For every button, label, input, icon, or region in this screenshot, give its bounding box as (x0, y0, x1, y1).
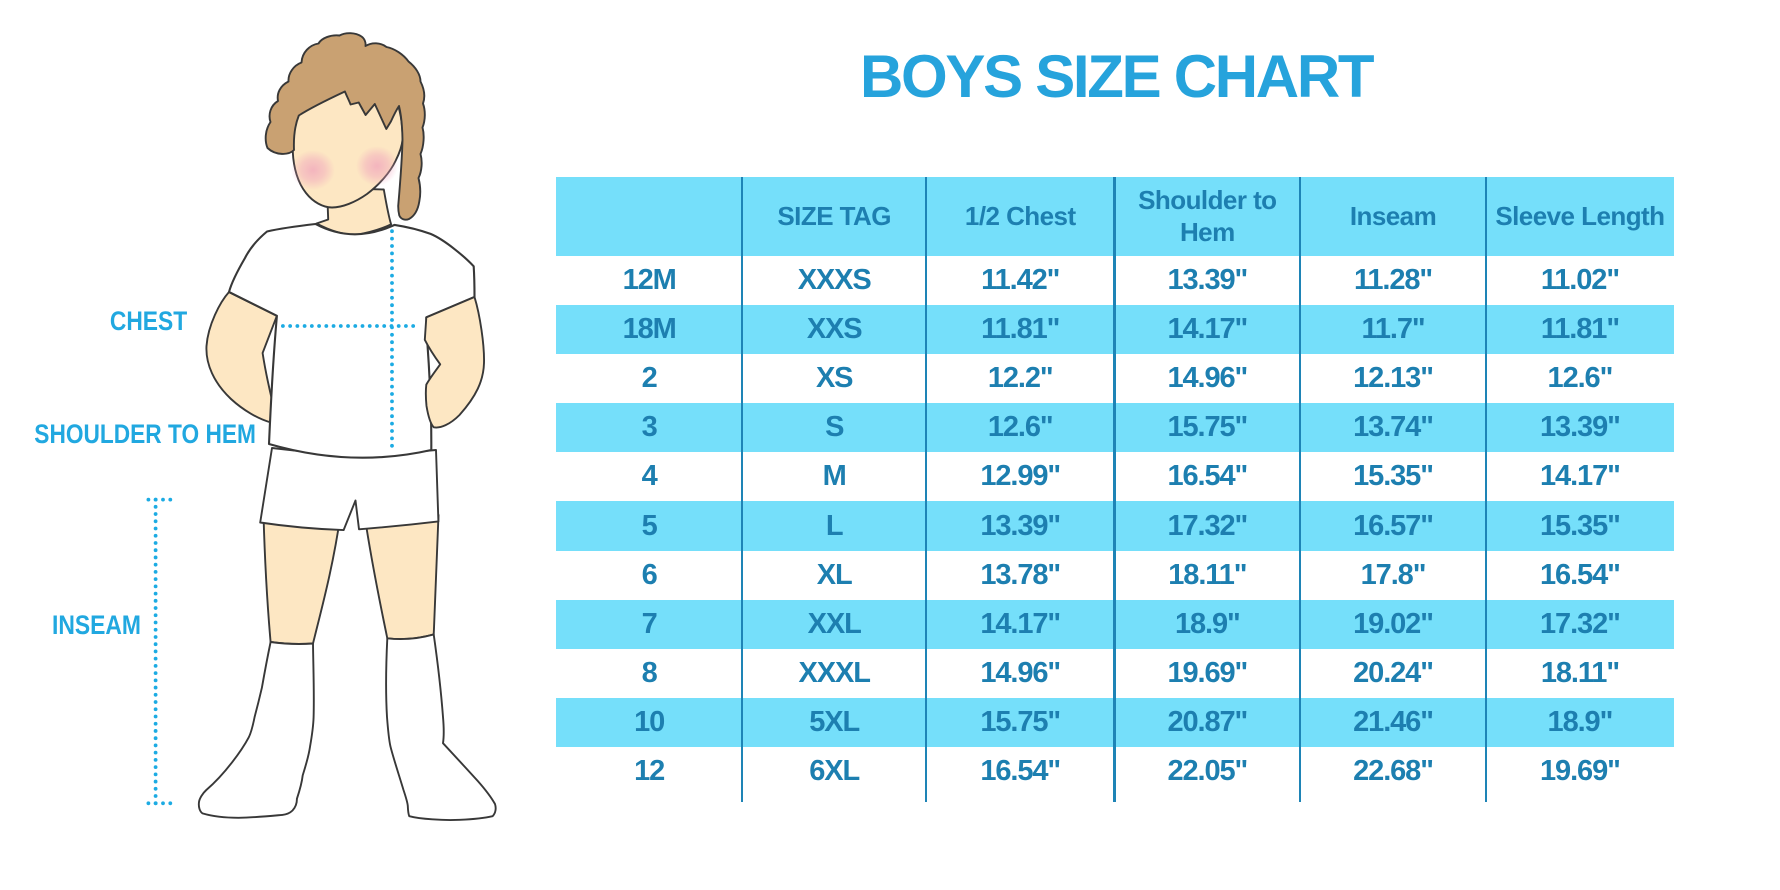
svg-text:INSEAM: INSEAM (52, 610, 141, 640)
svg-text:CHEST: CHEST (110, 306, 188, 336)
svg-text:SHOULDER TO HEM: SHOULDER TO HEM (34, 419, 256, 449)
